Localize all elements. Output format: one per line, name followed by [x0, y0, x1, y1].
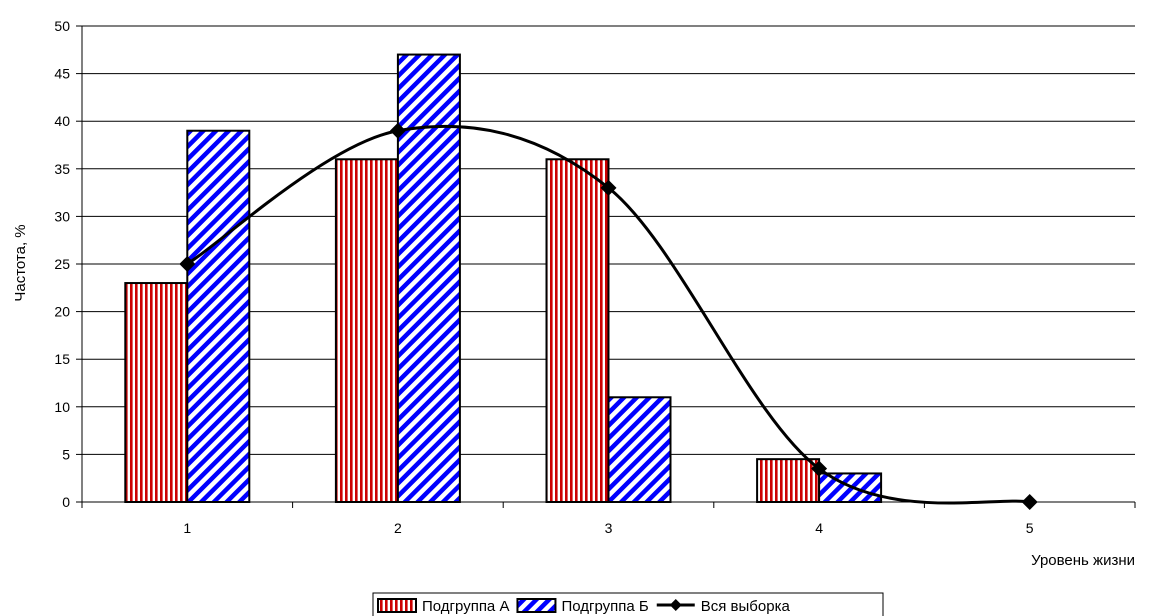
bars: [124, 53, 883, 504]
legend-label: Подгруппа А: [422, 598, 509, 615]
legend-box: [372, 592, 884, 616]
legend-swatch-a: [377, 598, 417, 613]
bar-a: [334, 158, 399, 503]
diamond-marker: [811, 460, 828, 477]
bar-b: [396, 53, 461, 504]
diamond-marker-icon: [669, 599, 682, 611]
diamond-marker: [1021, 494, 1038, 510]
y-tick-label: 0: [62, 494, 70, 510]
diamond-marker: [389, 122, 406, 139]
bar-a: [124, 282, 189, 504]
x-tick-label: 5: [1026, 520, 1034, 536]
legend-label: Подгруппа Б: [561, 598, 648, 615]
y-tick-label: 50: [54, 18, 70, 34]
y-tick-label: 35: [54, 161, 70, 177]
bar-a: [545, 158, 610, 503]
y-tick-label: 40: [54, 113, 70, 129]
series-line: [186, 124, 1030, 505]
y-tick-label: 25: [54, 256, 70, 272]
x-tick-label: 4: [815, 520, 823, 536]
x-tick-label: 3: [605, 520, 613, 536]
diamond-marker: [179, 256, 196, 272]
y-tick-label: 10: [54, 399, 70, 415]
y-tick-label: 15: [54, 351, 70, 367]
y-axis-title: Частота, %: [12, 224, 29, 301]
x-tick-label: 2: [394, 520, 402, 536]
x-axis-title: Уровень жизни: [1031, 552, 1135, 569]
legend-label: Вся выборка: [701, 598, 791, 615]
y-tick-label: 20: [54, 304, 70, 320]
diamond-marker: [600, 179, 617, 196]
bar-a: [756, 458, 821, 504]
legend: Подгруппа А Подгруппа Б Вся выборка: [372, 592, 884, 616]
bar-b: [607, 396, 672, 503]
y-tick-label: 30: [54, 208, 70, 224]
x-tick-label: 1: [183, 520, 191, 536]
bar-b: [186, 129, 251, 503]
y-tick-label: 45: [54, 66, 70, 82]
legend-swatch-b: [516, 598, 557, 613]
y-tick-label: 5: [62, 446, 70, 462]
line-series: [179, 122, 1038, 510]
